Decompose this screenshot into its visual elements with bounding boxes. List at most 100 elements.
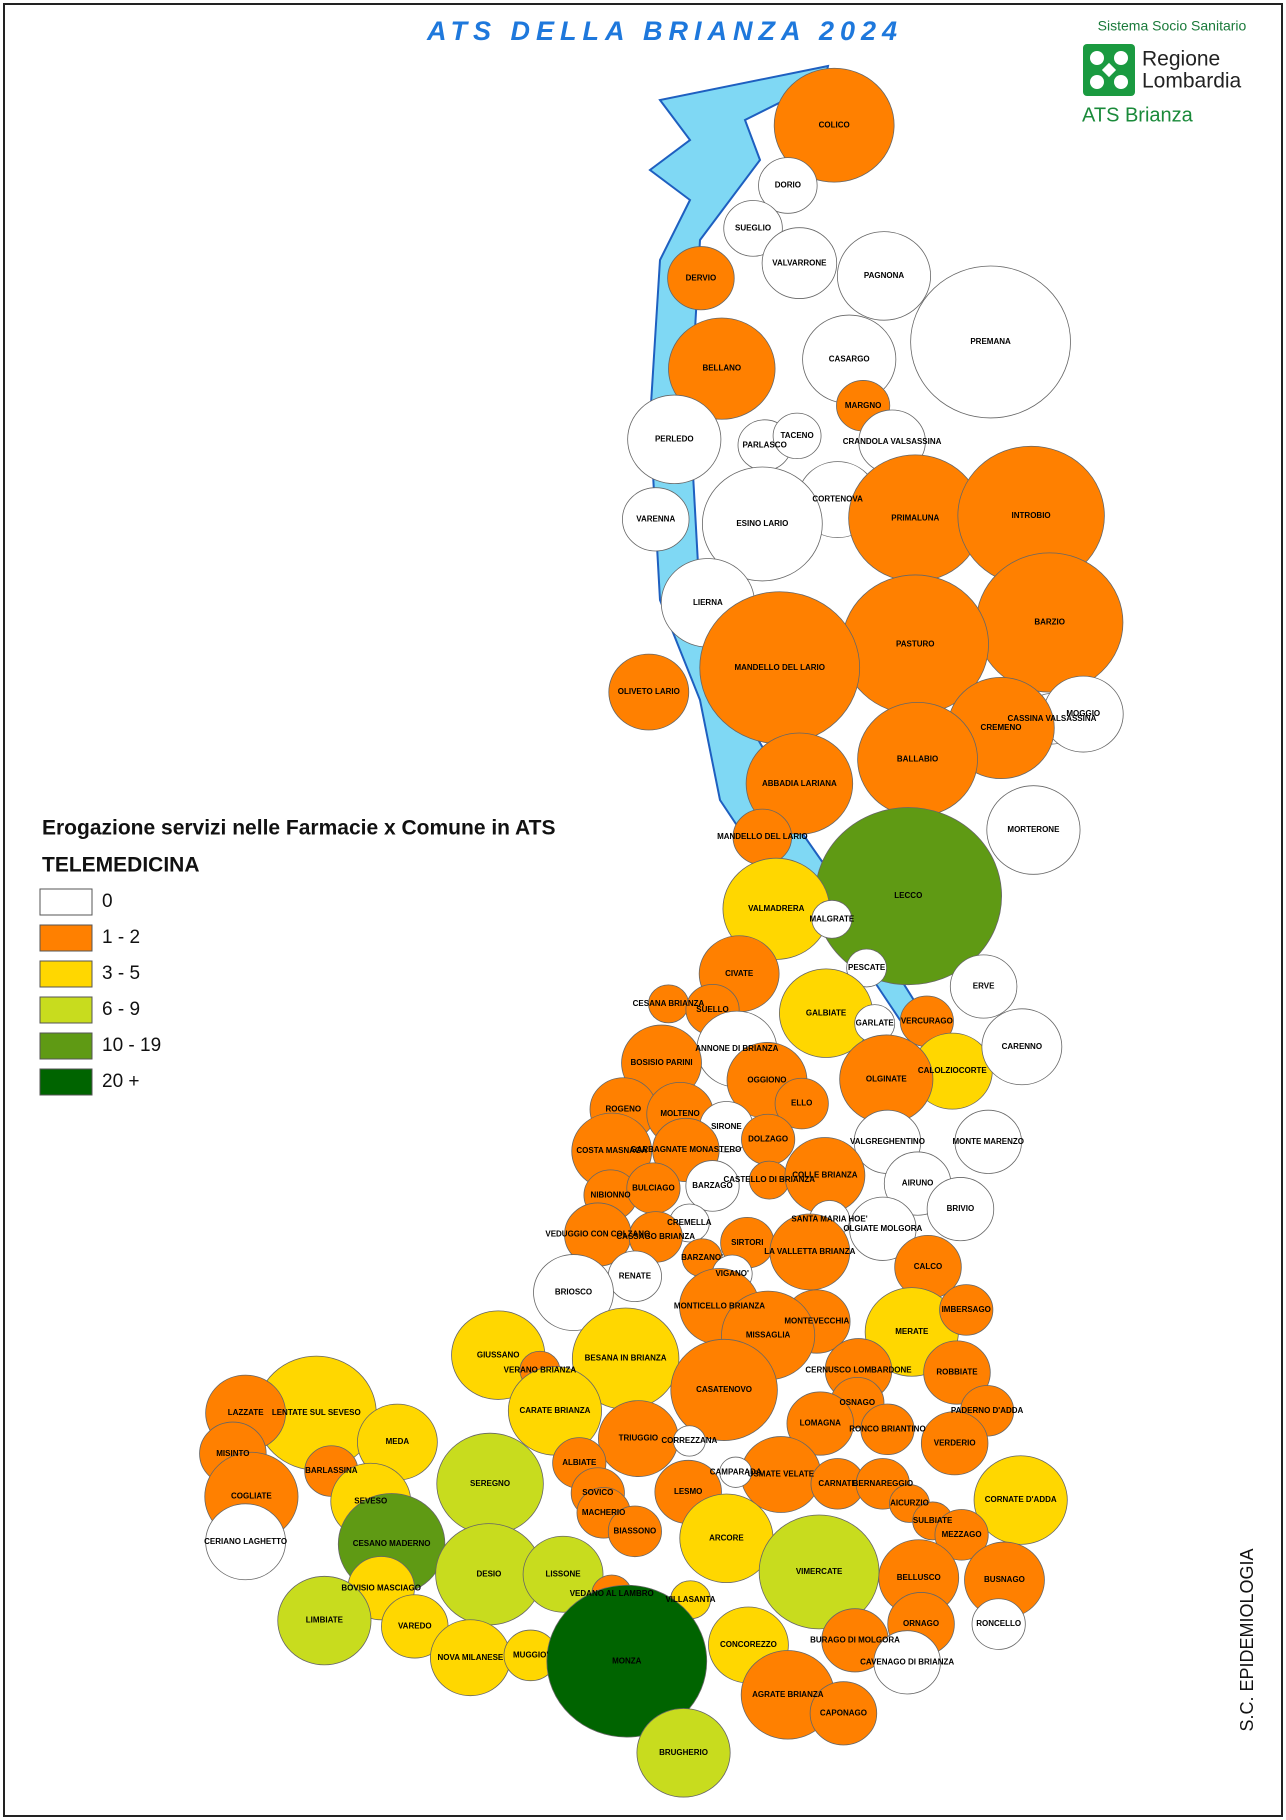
- municipality-name: CAMPARADA: [710, 1467, 762, 1476]
- municipality: [668, 317, 776, 420]
- municipality: [986, 785, 1081, 875]
- municipality-name: SULBIATE: [913, 1516, 953, 1525]
- municipality-name: OLGINATE: [866, 1074, 907, 1083]
- municipality-name: VIGANO': [715, 1269, 749, 1278]
- municipality-name: BARZAGO: [692, 1181, 732, 1190]
- municipality-name: NIBIONNO: [591, 1190, 631, 1199]
- municipality: [954, 1109, 1022, 1174]
- municipality-name: ESINO LARIO: [736, 519, 788, 528]
- municipality-name: MEDA: [386, 1437, 410, 1446]
- municipality-name: BRIVIO: [947, 1204, 975, 1213]
- municipality-name: CALCO: [914, 1262, 942, 1271]
- municipality: [836, 231, 932, 321]
- municipality-name: SEVESO: [354, 1496, 387, 1505]
- municipality-name: BERNAREGGIO: [853, 1479, 913, 1488]
- legend-swatch: [39, 996, 93, 1024]
- municipality-name: DOLZAGO: [748, 1135, 788, 1144]
- municipality-name: CREMELLA: [667, 1218, 712, 1227]
- municipality: [546, 1584, 708, 1738]
- municipality-name: VEDANO AL LAMBRO: [570, 1589, 654, 1598]
- municipality-name: DORIO: [775, 181, 801, 190]
- municipality: [701, 466, 823, 582]
- municipality-name: MONTICELLO BRIANZA: [674, 1302, 765, 1311]
- municipality-name: MORTERONE: [1007, 825, 1060, 834]
- municipality: [636, 1708, 731, 1798]
- municipality-name: RENATE: [619, 1271, 652, 1280]
- municipality: [772, 412, 822, 460]
- municipality: [533, 1254, 614, 1331]
- municipality-name: OLGIATE MOLGORA: [843, 1224, 922, 1233]
- municipality-name: MISSAGLIA: [746, 1331, 791, 1340]
- logo-bottom: ATS Brianza: [1082, 104, 1194, 126]
- municipality: [786, 1391, 854, 1456]
- municipality: [758, 157, 818, 214]
- legend-label: 1 - 2: [102, 927, 140, 948]
- municipality-name: BOSISIO PARINI: [630, 1058, 692, 1067]
- municipality-name: OLIVETO LARIO: [618, 687, 680, 696]
- municipality-name: GARLATE: [856, 1019, 895, 1028]
- municipality-name: MISINTO: [216, 1449, 249, 1458]
- municipality-name: LISSONE: [545, 1569, 581, 1578]
- legend-swatch: [39, 924, 93, 952]
- municipality-name: BALLABIO: [897, 754, 938, 763]
- municipality-name: VEDUGGIO CON COLZANO: [545, 1230, 650, 1239]
- municipality: [920, 1411, 989, 1476]
- municipality: [761, 227, 838, 299]
- municipality-name: VARENNA: [636, 514, 675, 523]
- municipality-name: CAPONAGO: [820, 1708, 867, 1717]
- municipality-name: BESANA IN BRIANZA: [585, 1354, 667, 1363]
- municipality-name: SEREGNO: [470, 1479, 510, 1488]
- municipality: [860, 1403, 915, 1456]
- municipality-name: ROBBIATE: [936, 1368, 978, 1377]
- municipality: [608, 653, 690, 731]
- municipality: [522, 1535, 604, 1613]
- municipality-name: MANDELLO DEL LARIO: [734, 663, 825, 672]
- legend-label: 0: [102, 891, 113, 912]
- municipality: [622, 487, 690, 552]
- municipality-name: CREMENO: [981, 723, 1022, 732]
- municipality-name: BULCIAGO: [632, 1183, 675, 1192]
- municipality: [973, 1455, 1068, 1545]
- municipality-name: PERLEDO: [655, 434, 694, 443]
- municipality-name: CASTELLO DI BRIANZA: [724, 1175, 816, 1184]
- municipality-name: VERCURAGO: [901, 1016, 953, 1025]
- municipality-name: ARCORE: [709, 1533, 744, 1542]
- municipalities: [199, 67, 1124, 1798]
- municipality-name: COSTA MASNAGA: [576, 1146, 647, 1155]
- municipality: [846, 948, 887, 988]
- municipality-name: VILLASANTA: [665, 1595, 715, 1604]
- municipality: [672, 1425, 706, 1457]
- municipality-name: CRANDOLA VALSASSINA: [843, 437, 942, 446]
- municipality-name: USMATE VELATE: [748, 1470, 815, 1479]
- municipality-name: GALBIATE: [806, 1008, 847, 1017]
- municipality-name: ROGENO: [606, 1104, 642, 1113]
- municipality-name: AICURZIO: [890, 1499, 929, 1508]
- municipality: [667, 246, 735, 311]
- municipality-name: SIRONE: [711, 1122, 742, 1131]
- municipality-name: RONCELLO: [976, 1619, 1021, 1628]
- municipality-name: CASATENOVO: [696, 1385, 752, 1394]
- municipality-name: SIRTORI: [731, 1238, 763, 1247]
- municipality: [277, 1575, 372, 1666]
- municipality-name: SUEGLIO: [735, 223, 771, 232]
- municipality-name: BARZANO': [681, 1253, 723, 1262]
- municipality-name: BRUGHERIO: [659, 1748, 708, 1757]
- municipality: [939, 1284, 994, 1336]
- municipality: [811, 899, 853, 939]
- municipality-name: COLLE BRIANZA: [792, 1171, 858, 1180]
- municipality-name: SANTA MARIA HOE': [791, 1215, 867, 1224]
- municipality-name: MOGGIO: [1066, 709, 1100, 718]
- municipality-name: INTROBIO: [1012, 511, 1051, 520]
- municipality-name: ABBADIA LARIANA: [762, 779, 837, 788]
- municipality-name: VALMADRERA: [748, 904, 805, 913]
- municipality-name: MOLTENO: [660, 1109, 699, 1118]
- legend: 0 1 - 2 3 - 5 6 - 9 10 - 19 20 +: [39, 888, 161, 1096]
- logo-name: Lombardia: [1142, 70, 1242, 93]
- municipality-name: RONCO BRIANTINO: [849, 1424, 925, 1433]
- municipality-name: LA VALLETTA BRIANZA: [764, 1247, 855, 1256]
- municipality-name: MANDELLO DEL LARIO: [717, 832, 808, 841]
- municipality-name: AIRUNO: [902, 1179, 934, 1188]
- municipality-name: OGGIONO: [747, 1076, 786, 1085]
- municipality-name: DESIO: [476, 1569, 501, 1578]
- municipality-name: IMBERSAGO: [942, 1305, 991, 1314]
